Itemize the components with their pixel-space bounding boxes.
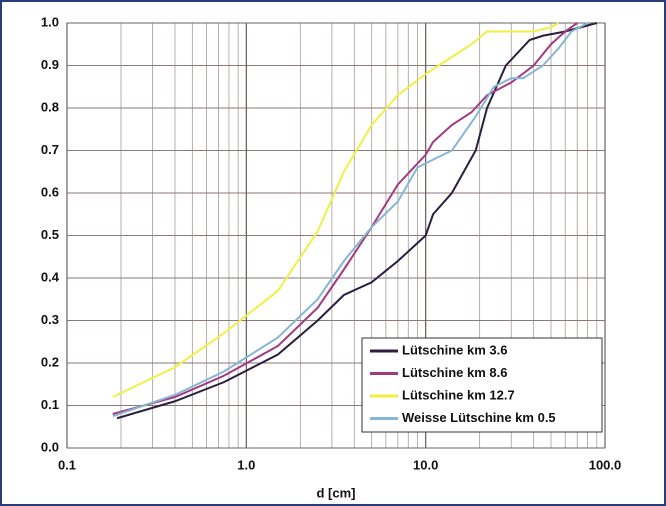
legend-label: Lütschine km 12.7 [402,387,515,402]
x-tick-label: 100.0 [589,457,622,472]
plot-border [66,22,606,449]
y-tick-label: 0.0 [41,439,59,454]
y-tick-label: 0.8 [41,99,59,114]
y-tick-label: 0.5 [41,227,59,242]
data-line [116,22,598,420]
legend-box [361,337,603,433]
y-tick-label: 0.9 [41,57,59,72]
y-tick-label: 0.6 [41,184,59,199]
x-axis-label: d [cm] [317,485,356,500]
legend-label: Weisse Lütschine km 0.5 [402,410,556,425]
x-tick-label: 0.1 [58,457,76,472]
x-tick-label: 1.0 [237,457,255,472]
data-line [112,22,559,398]
data-line [112,22,589,418]
y-tick-label: 0.4 [41,269,60,284]
data-line [112,22,578,415]
y-tick-label: 1.0 [41,14,59,29]
x-tick-label: 10.0 [413,457,438,472]
legend-label: Lütschine km 3.6 [402,342,507,357]
y-tick-label: 0.1 [41,397,59,412]
y-tick-label: 0.7 [41,142,59,157]
legend-label: Lütschine km 8.6 [402,365,507,380]
y-tick-label: 0.3 [41,312,59,327]
y-tick-label: 0.2 [41,354,59,369]
